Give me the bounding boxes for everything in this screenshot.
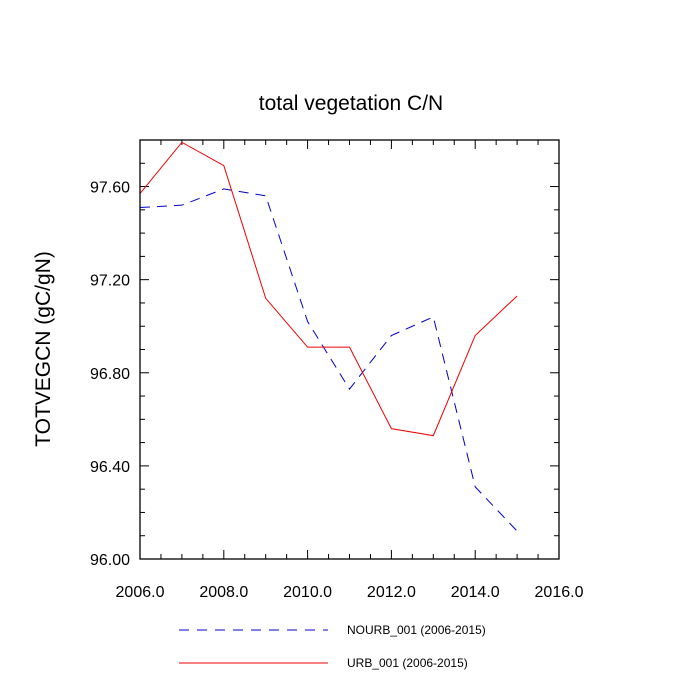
chart-title: total vegetation C/N [259, 92, 443, 115]
x-tick-label: 2006.0 [116, 584, 165, 601]
y-tick-label: 96.40 [90, 459, 130, 476]
y-tick-label: 97.20 [90, 273, 130, 290]
plot-frame [139, 139, 560, 560]
y-axis-label: TOTVEGCN (gC/gN) [32, 251, 55, 447]
x-tick-label: 2010.0 [283, 584, 332, 601]
legend-label: NOURB_001 (2006-2015) [347, 623, 486, 637]
legend-label: URB_001 (2006-2015) [347, 656, 468, 670]
y-tick-label: 96.80 [90, 366, 130, 383]
x-tick-label: 2008.0 [199, 584, 248, 601]
series-line-nourb [139, 188, 518, 532]
x-tick-label: 2014.0 [451, 584, 500, 601]
y-tick-label: 97.60 [90, 180, 130, 197]
legend: NOURB_001 (2006-2015) URB_001 (2006-2015) [179, 623, 486, 670]
x-tick-label: 2016.0 [535, 584, 584, 601]
x-tick-label: 2012.0 [367, 584, 416, 601]
series-line-urb [139, 141, 518, 437]
y-tick-label: 96.00 [90, 552, 130, 569]
